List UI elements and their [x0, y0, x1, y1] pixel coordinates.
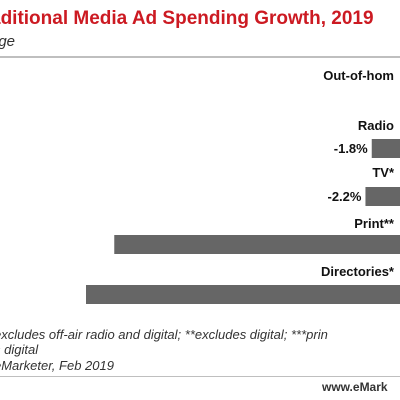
category-label-radio: Radio [358, 118, 394, 133]
chart-subtitle: nge [0, 33, 16, 50]
value-label-radio: -1.8% [334, 141, 368, 156]
bar-directories [86, 285, 400, 304]
category-label-print: Print** [354, 216, 395, 231]
footer-divider [0, 376, 400, 377]
title-divider [0, 56, 400, 58]
bar-radio [371, 139, 400, 158]
source-note: eMarketer, Feb 2019 [0, 358, 114, 373]
bar-end-marker [0, 292, 4, 297]
value-label-tv: -2.2% [327, 189, 361, 204]
chart-title: aditional Media Ad Spending Growth, 2019 [0, 8, 374, 29]
footnote-line-1: excludes off-air radio and digital; **ex… [0, 327, 328, 342]
bar-print [114, 235, 400, 254]
footnote-line-2: s digital [0, 342, 39, 357]
bar-tv [365, 187, 400, 206]
bar-chart: Out-of-hom Radio -1.8% TV* -2.2% Print** Direc… [0, 68, 400, 304]
category-label-directories: Directories* [321, 264, 395, 279]
category-label-tv: TV* [372, 165, 395, 180]
brand-watermark: www.eMark [322, 380, 388, 394]
category-label-out-of-hom: Out-of-hom [323, 68, 394, 83]
